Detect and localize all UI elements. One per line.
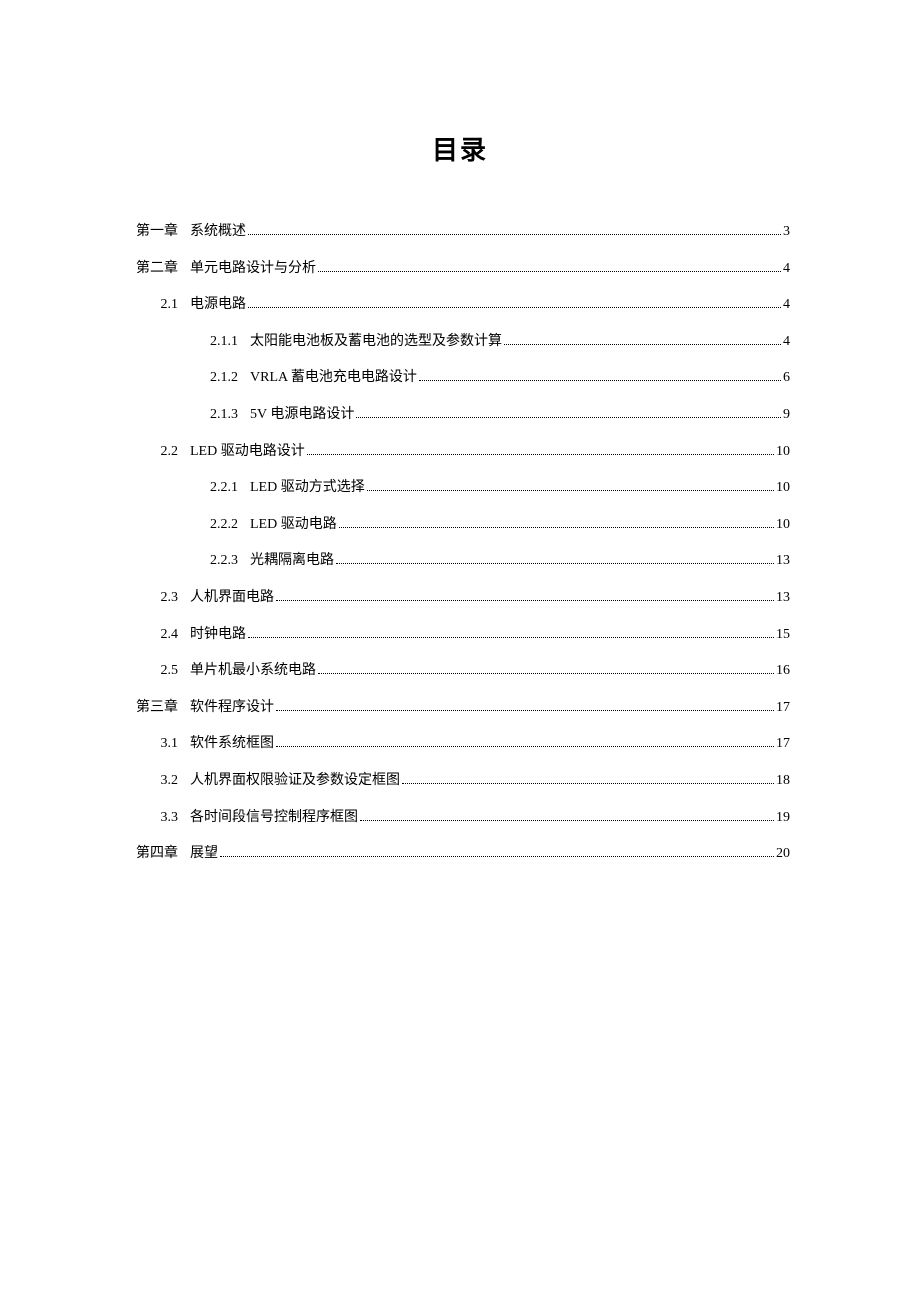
toc-entry: 2.1.35V 电源电路设计 9 — [130, 405, 790, 425]
toc-entry-leader-dots — [336, 563, 774, 564]
toc-entry: 3.2人机界面权限验证及参数设定框图 18 — [130, 771, 790, 791]
toc-entry: 2.4时钟电路 15 — [130, 625, 790, 645]
toc-entry-label: 2.3 — [130, 588, 190, 608]
toc-entry-page: 4 — [783, 332, 790, 352]
toc-entry: 2.1电源电路 4 — [130, 295, 790, 315]
toc-entry-leader-dots — [318, 673, 774, 674]
toc-entry-page: 20 — [776, 844, 790, 864]
toc-entry-label: 3.1 — [130, 734, 190, 754]
toc-entry: 2.1.1太阳能电池板及蓄电池的选型及参数计算 4 — [130, 332, 790, 352]
toc-entry: 3.1软件系统框图 17 — [130, 734, 790, 754]
toc-entry-leader-dots — [248, 234, 781, 235]
toc-entry-page: 16 — [776, 661, 790, 681]
toc-entry-page: 17 — [776, 734, 790, 754]
toc-entry-leader-dots — [356, 417, 781, 418]
toc-entry-text: LED 驱动方式选择 — [250, 478, 365, 498]
toc-entry: 2.2.2LED 驱动电路 10 — [130, 515, 790, 535]
toc-entry-label: 2.5 — [130, 661, 190, 681]
toc-entry-text: 太阳能电池板及蓄电池的选型及参数计算 — [250, 332, 502, 352]
toc-entry-label: 2.4 — [130, 625, 190, 645]
toc-entry-leader-dots — [402, 783, 774, 784]
toc-entry: 2.2.1LED 驱动方式选择 10 — [130, 478, 790, 498]
toc-entry: 2.2.3光耦隔离电路 13 — [130, 551, 790, 571]
toc-entry-text: 单片机最小系统电路 — [190, 661, 316, 681]
toc-entry-leader-dots — [318, 271, 781, 272]
toc-entry-label: 3.2 — [130, 771, 190, 791]
toc-entry-label: 第四章 — [130, 844, 190, 864]
toc-entry-page: 4 — [783, 259, 790, 279]
toc-entry-page: 13 — [776, 551, 790, 571]
toc-entry-label: 第一章 — [130, 222, 190, 242]
toc-entry: 2.2LED 驱动电路设计 10 — [130, 442, 790, 462]
toc-entry-leader-dots — [360, 820, 774, 821]
toc-entry-label: 2.1 — [130, 295, 190, 315]
toc-entry-text: 各时间段信号控制程序框图 — [190, 808, 358, 828]
toc-entry-text: 时钟电路 — [190, 625, 246, 645]
toc-entry-label: 2.1.2 — [208, 368, 250, 388]
table-of-contents: 第一章系统概述3第二章单元电路设计与分析42.1电源电路42.1.1太阳能电池板… — [130, 222, 790, 864]
toc-entry-text: 软件程序设计 — [190, 698, 274, 718]
toc-entry-text: 人机界面权限验证及参数设定框图 — [190, 771, 400, 791]
toc-entry-page: 19 — [776, 808, 790, 828]
toc-entry-page: 10 — [776, 442, 790, 462]
toc-entry-leader-dots — [220, 856, 774, 857]
toc-entry-leader-dots — [367, 490, 774, 491]
toc-entry-text: 5V 电源电路设计 — [250, 405, 354, 425]
toc-entry-label: 2.2.3 — [208, 551, 250, 571]
toc-entry-leader-dots — [248, 307, 781, 308]
toc-entry-page: 10 — [776, 515, 790, 535]
toc-entry-page: 4 — [783, 295, 790, 315]
toc-entry: 第三章软件程序设计 17 — [130, 698, 790, 718]
toc-entry-leader-dots — [504, 344, 781, 345]
toc-entry-page: 17 — [776, 698, 790, 718]
toc-entry-page: 18 — [776, 771, 790, 791]
toc-entry-text: 光耦隔离电路 — [250, 551, 334, 571]
page-title: 目录 — [130, 130, 790, 167]
toc-entry-label: 2.1.1 — [208, 332, 250, 352]
toc-entry-page: 6 — [783, 368, 790, 388]
toc-entry-text: 单元电路设计与分析 — [190, 259, 316, 279]
toc-entry: 第一章系统概述 3 — [130, 222, 790, 242]
toc-entry-text: 展望 — [190, 844, 218, 864]
toc-entry-text: 人机界面电路 — [190, 588, 274, 608]
toc-entry-leader-dots — [307, 454, 774, 455]
toc-entry-label: 3.3 — [130, 808, 190, 828]
toc-entry-label: 2.1.3 — [208, 405, 250, 425]
toc-entry-text: 电源电路 — [190, 295, 246, 315]
toc-entry-label: 2.2 — [130, 442, 190, 462]
toc-entry-text: 系统概述 — [190, 222, 246, 242]
toc-entry: 第四章展望 20 — [130, 844, 790, 864]
toc-entry: 2.5单片机最小系统电路 16 — [130, 661, 790, 681]
toc-entry-label: 2.2.1 — [208, 478, 250, 498]
toc-entry-page: 10 — [776, 478, 790, 498]
toc-entry-text: VRLA 蓄电池充电电路设计 — [250, 368, 417, 388]
toc-entry-leader-dots — [419, 380, 781, 381]
toc-entry-leader-dots — [276, 710, 774, 711]
toc-entry: 3.3各时间段信号控制程序框图 19 — [130, 808, 790, 828]
toc-entry-page: 13 — [776, 588, 790, 608]
toc-entry-page: 15 — [776, 625, 790, 645]
toc-entry-leader-dots — [276, 746, 774, 747]
toc-entry: 2.3人机界面电路 13 — [130, 588, 790, 608]
toc-entry: 2.1.2VRLA 蓄电池充电电路设计 6 — [130, 368, 790, 388]
toc-entry-page: 3 — [783, 222, 790, 242]
toc-entry-text: LED 驱动电路设计 — [190, 442, 305, 462]
toc-entry-leader-dots — [248, 637, 774, 638]
toc-entry-text: LED 驱动电路 — [250, 515, 337, 535]
toc-entry-label: 第二章 — [130, 259, 190, 279]
toc-entry-page: 9 — [783, 405, 790, 425]
toc-entry-label: 2.2.2 — [208, 515, 250, 535]
toc-entry-leader-dots — [276, 600, 774, 601]
toc-entry-label: 第三章 — [130, 698, 190, 718]
toc-entry: 第二章单元电路设计与分析 4 — [130, 259, 790, 279]
toc-entry-text: 软件系统框图 — [190, 734, 274, 754]
toc-entry-leader-dots — [339, 527, 774, 528]
